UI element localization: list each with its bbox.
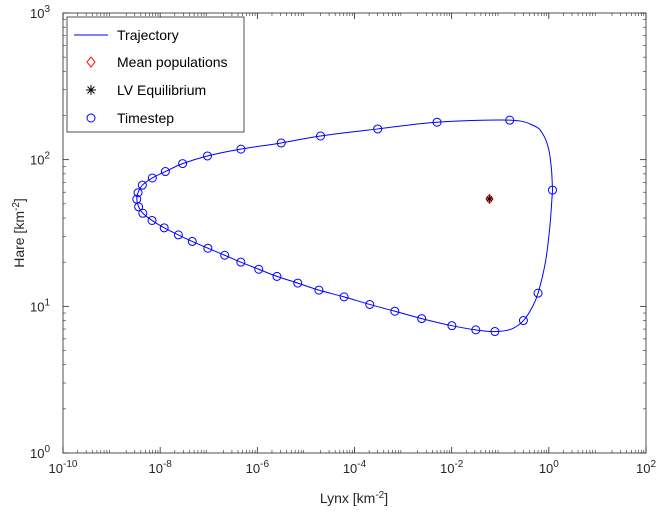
series-layer	[132, 115, 558, 337]
timestep-marker	[314, 285, 324, 295]
x-tick-label: 10-6	[246, 459, 270, 476]
timestep-marker	[133, 188, 143, 198]
x-tick-label: 10-2	[440, 459, 464, 476]
timestep-marker	[490, 327, 500, 337]
timestep-marker	[220, 250, 230, 260]
timestep-marker	[518, 316, 528, 326]
y-tick-labels: 100 101 102 103	[30, 4, 50, 461]
legend-entry-trajectory: Trajectory	[117, 27, 179, 43]
y-tick-label: 100	[30, 444, 50, 461]
legend-diamond-icon	[86, 56, 96, 68]
legend-entry-equilibrium: LV Equilibrium	[117, 82, 206, 98]
x-tick-label: 100	[539, 459, 559, 476]
timestep-marker	[236, 144, 246, 154]
timestep-marker	[293, 278, 303, 288]
timestep-marker	[178, 159, 188, 169]
y-tick-label: 103	[30, 4, 50, 21]
timestep-marker	[533, 288, 543, 298]
legend-asterisk-icon	[86, 85, 96, 95]
minor-ticks	[63, 13, 646, 453]
timestep-marker	[236, 257, 246, 267]
y-axis-label: Hare [km-2]	[11, 198, 27, 268]
timestep-marker	[159, 223, 169, 233]
timestep-marker	[202, 151, 212, 161]
timestep-marker	[339, 292, 349, 302]
timestep-marker	[203, 243, 213, 253]
timestep-marker	[272, 271, 282, 281]
timestep-marker	[147, 215, 157, 225]
timestep-marker	[471, 325, 481, 335]
timestep-marker	[187, 236, 197, 246]
timestep-marker	[276, 138, 286, 148]
timestep-marker	[134, 202, 144, 212]
timestep-marker	[137, 180, 147, 190]
timestep-marker	[417, 314, 427, 324]
x-tick-label: 102	[636, 459, 656, 476]
legend-circle-icon	[86, 113, 96, 123]
legend-box	[66, 16, 245, 133]
timestep-marker	[138, 208, 148, 218]
timestep-marker	[447, 321, 457, 331]
legend-entry-mean: Mean populations	[117, 54, 228, 70]
timestep-marker	[373, 124, 383, 134]
trajectory-line	[136, 119, 553, 333]
timestep-marker	[390, 306, 400, 316]
x-tick-labels: 10-10 10-8 10-6 10-4 10-2 100 102	[49, 459, 657, 476]
timestep-marker	[548, 185, 558, 195]
timestep-marker	[432, 117, 442, 127]
timestep-marker	[316, 131, 326, 141]
timestep-marker	[173, 230, 183, 240]
timestep-marker	[365, 299, 375, 309]
y-tick-label: 101	[30, 297, 50, 314]
timestep-marker	[160, 167, 170, 177]
x-tick-label: 10-10	[49, 459, 78, 476]
timestep-marker	[147, 173, 157, 183]
equilibrium-marker	[485, 195, 493, 203]
legend: Trajectory Mean populations LV Equilibri…	[66, 16, 245, 133]
mean-population-marker	[485, 193, 494, 205]
legend-entry-timestep: Timestep	[117, 110, 174, 126]
y-tick-label: 102	[30, 151, 50, 168]
x-tick-label: 10-4	[343, 459, 367, 476]
x-tick-label: 10-8	[148, 459, 172, 476]
timestep-marker	[254, 264, 264, 274]
timestep-marker	[505, 115, 515, 125]
x-axis-label: Lynx [km-2]	[320, 490, 388, 506]
